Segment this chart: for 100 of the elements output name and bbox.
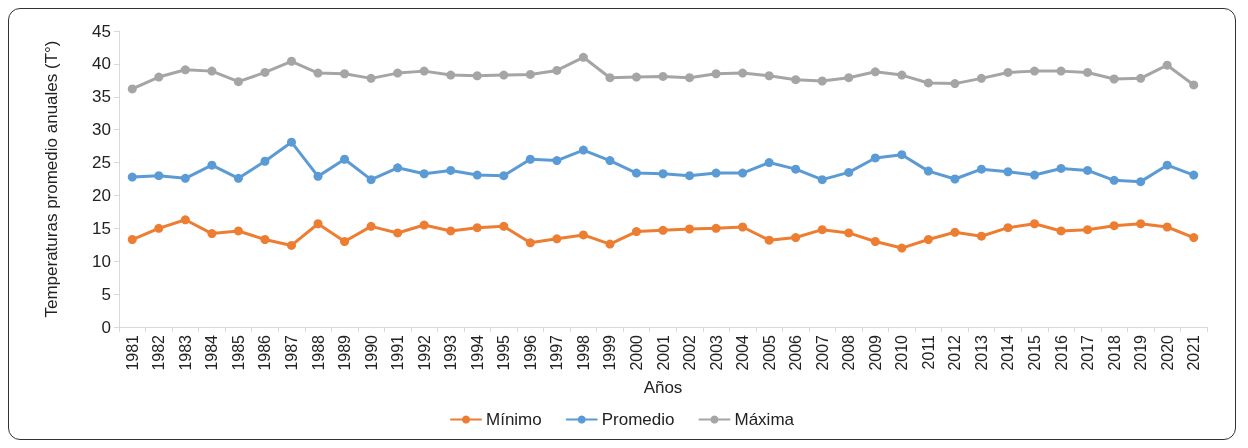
point <box>791 233 801 243</box>
x-tick-label: 1995 <box>495 334 513 371</box>
point <box>1189 80 1199 90</box>
point <box>897 70 907 80</box>
y-tick-label: 5 <box>101 284 111 304</box>
point <box>180 65 190 75</box>
point <box>340 69 350 79</box>
point <box>207 229 217 239</box>
point <box>711 69 721 79</box>
x-tick-label: 2007 <box>813 334 831 371</box>
point <box>685 73 695 83</box>
point <box>154 223 164 233</box>
x-tick-label: 1988 <box>309 334 327 371</box>
x-tick-label: 2011 <box>919 334 937 370</box>
point <box>791 164 801 174</box>
point <box>950 79 960 89</box>
point <box>472 170 482 180</box>
point <box>340 236 350 246</box>
point <box>1189 233 1199 243</box>
x-tick-label: 1986 <box>256 334 274 371</box>
point <box>1083 165 1093 175</box>
point <box>552 234 562 244</box>
point <box>844 228 854 238</box>
point <box>313 219 323 229</box>
point <box>764 158 774 168</box>
point <box>446 226 456 236</box>
point <box>1003 67 1013 77</box>
point <box>127 172 137 182</box>
point <box>180 173 190 183</box>
point <box>897 150 907 160</box>
x-tick-label: 1989 <box>336 334 354 371</box>
x-tick-label: 2015 <box>1026 334 1044 371</box>
point <box>366 73 376 83</box>
point <box>976 164 986 174</box>
x-tick-label: 2010 <box>893 334 911 371</box>
x-tick-label: 1982 <box>150 334 168 371</box>
point <box>1162 222 1172 232</box>
x-tick-label: 2009 <box>866 334 884 371</box>
x-tick-label: 1997 <box>548 334 566 371</box>
x-tick-label: 1990 <box>362 334 380 371</box>
point <box>472 71 482 81</box>
x-tick-label: 2006 <box>787 334 805 371</box>
point <box>419 66 429 76</box>
point <box>817 225 827 235</box>
x-tick-label: 2021 <box>1185 334 1203 371</box>
x-tick-label: 1999 <box>601 334 619 371</box>
y-tick-label: 45 <box>92 21 111 41</box>
y-tick-label: 25 <box>92 153 111 173</box>
x-tick-label: 1998 <box>574 334 592 371</box>
point <box>313 68 323 78</box>
point <box>393 163 403 173</box>
point <box>950 174 960 184</box>
point <box>711 168 721 178</box>
point <box>1030 219 1040 229</box>
point <box>1109 175 1119 185</box>
point <box>260 235 270 245</box>
point <box>631 227 641 237</box>
point <box>260 156 270 166</box>
point <box>552 156 562 166</box>
point <box>976 231 986 241</box>
point <box>685 224 695 234</box>
point <box>525 69 535 79</box>
point <box>578 145 588 155</box>
point <box>817 175 827 185</box>
point <box>738 222 748 232</box>
point <box>605 239 615 249</box>
x-tick-label: 1991 <box>389 334 407 371</box>
point <box>1030 170 1040 180</box>
point <box>631 72 641 82</box>
point <box>1136 177 1146 187</box>
legend-label: Mínimo <box>486 410 542 429</box>
point <box>1056 226 1066 236</box>
point <box>207 66 217 76</box>
point <box>1056 66 1066 76</box>
x-tick-label: 2002 <box>681 334 699 371</box>
point <box>1136 73 1146 83</box>
x-tick-label: 2003 <box>707 334 725 371</box>
point <box>685 171 695 181</box>
point <box>1162 160 1172 170</box>
x-tick-label: 1996 <box>521 334 539 371</box>
x-tick-label: 1984 <box>203 334 221 371</box>
x-tick-label: 1981 <box>123 334 141 371</box>
point <box>499 70 509 80</box>
x-tick-label: 2008 <box>840 334 858 371</box>
point <box>233 173 243 183</box>
point <box>366 221 376 231</box>
point <box>897 243 907 253</box>
y-axis-title: Temperaturas promedio anuales (T°) <box>41 40 61 318</box>
y-tick-label: 0 <box>101 317 111 337</box>
x-tick-label: 2005 <box>760 334 778 371</box>
x-tick-label: 2017 <box>1079 334 1097 371</box>
point <box>1083 225 1093 235</box>
legend-label: Máxima <box>734 410 795 429</box>
point <box>578 52 588 62</box>
point <box>1109 221 1119 231</box>
point <box>1030 66 1040 76</box>
y-tick-label: 35 <box>92 87 111 107</box>
point <box>446 70 456 80</box>
y-tick-label: 10 <box>92 251 111 271</box>
point <box>180 215 190 225</box>
